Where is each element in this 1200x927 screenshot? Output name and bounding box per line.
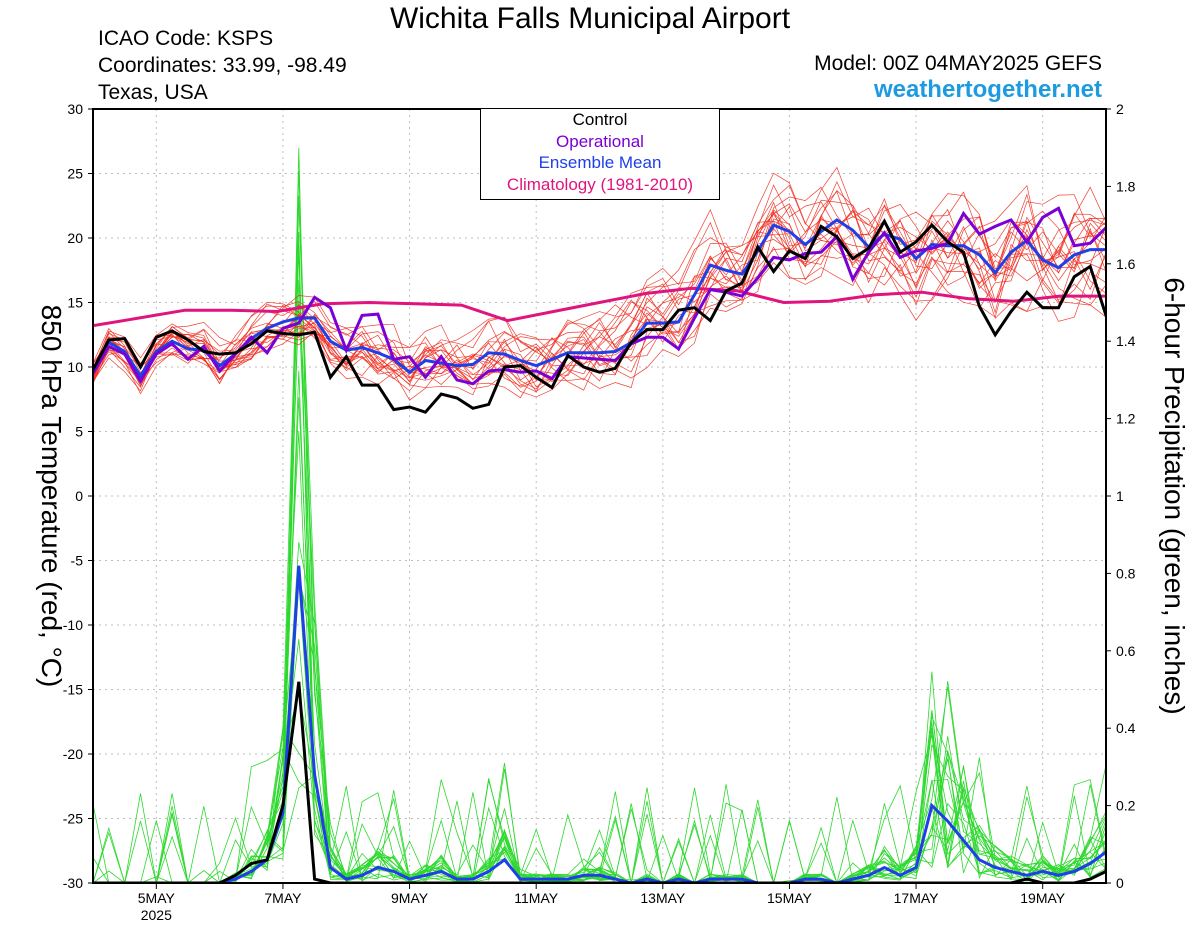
temp-member-line xyxy=(93,184,1106,398)
y2-axis-title: 6-hour Precipitation (green, inches) xyxy=(1159,277,1190,714)
precip-member-line xyxy=(93,680,1106,883)
legend-climatology: Climatology (1981-2010) xyxy=(506,174,694,194)
precip-member-line xyxy=(93,302,1106,883)
x-tick-label: 19MAY xyxy=(1020,890,1066,906)
temp-member-line xyxy=(93,190,1106,387)
precip-member-line xyxy=(93,279,1106,883)
x-tick-label: 5MAY xyxy=(138,890,176,906)
y2-tick-label: 0.6 xyxy=(1116,643,1136,659)
y2-tick-label: 0 xyxy=(1116,875,1124,891)
precip-member-line xyxy=(93,147,1106,883)
precip-member-line xyxy=(93,639,1106,883)
temp-member-line xyxy=(93,186,1106,392)
region: Texas, USA xyxy=(98,81,208,104)
precip-member-line xyxy=(93,397,1106,883)
x-tick-label: 15MAY xyxy=(767,890,813,906)
temp-member-line xyxy=(93,203,1106,388)
y-tick-label: -20 xyxy=(63,746,83,762)
y2-tick-label: 0.2 xyxy=(1116,798,1136,814)
y-axis-title: 850 hPa Temperature (red, °C) xyxy=(36,305,67,688)
temp-operational-line xyxy=(93,206,1106,386)
y2-tick-label: 1.8 xyxy=(1116,178,1136,194)
temp-member-line xyxy=(93,211,1106,389)
temp-member-line xyxy=(93,214,1106,387)
y2-tick-label: 1.6 xyxy=(1116,256,1136,272)
precip-member-line xyxy=(93,542,1106,883)
precip-member-line xyxy=(93,576,1106,883)
temp-member-line xyxy=(93,193,1106,392)
y-tick-label: 10 xyxy=(67,359,83,375)
y2-tick-label: 1 xyxy=(1116,488,1124,504)
y-tick-label: -5 xyxy=(71,553,84,569)
x-tick-label: 7MAY xyxy=(264,890,302,906)
y2-tick-label: 2 xyxy=(1116,101,1124,117)
y-tick-label: -30 xyxy=(63,875,83,891)
climatology-line xyxy=(93,286,1106,328)
precip-member-line xyxy=(93,201,1106,883)
legend-control: Control xyxy=(572,110,628,129)
y-tick-label: 0 xyxy=(75,488,83,504)
precip-member-line xyxy=(93,370,1106,883)
precip-member-line xyxy=(93,170,1106,883)
site-link[interactable]: weathertogether.net xyxy=(873,76,1102,103)
precip-member-line xyxy=(93,716,1106,883)
y-tick-label: -15 xyxy=(63,682,83,698)
x-tick-sublabel: 2025 xyxy=(141,907,172,923)
y2-tick-label: 1.2 xyxy=(1116,411,1136,427)
temp-member-line xyxy=(93,186,1106,392)
legend: Control Operational Ensemble Mean Climat… xyxy=(480,108,720,200)
x-tick-label: 11MAY xyxy=(514,890,558,906)
y2-tick-label: 0.8 xyxy=(1116,565,1136,581)
y-tick-label: 30 xyxy=(67,101,83,117)
legend-ensemble-mean: Ensemble Mean xyxy=(538,153,662,172)
temp-ensemble-mean-line xyxy=(93,218,1106,379)
temp-control-line xyxy=(93,218,1106,414)
precip-member-line xyxy=(93,248,1106,883)
x-tick-label: 13MAY xyxy=(640,890,686,906)
icao-code: ICAO Code: KSPS xyxy=(98,27,274,50)
plot-area xyxy=(93,147,1106,883)
y-tick-label: 5 xyxy=(75,424,83,440)
model-run: Model: 00Z 04MAY2025 GEFS xyxy=(814,52,1102,75)
coordinates: Coordinates: 33.99, -98.49 xyxy=(98,54,347,77)
temp-member-line xyxy=(93,181,1106,395)
y-tick-label: 25 xyxy=(67,166,83,182)
x-tick-label: 9MAY xyxy=(391,890,429,906)
x-tick-label: 17MAY xyxy=(894,890,940,906)
legend-operational: Operational xyxy=(556,131,644,151)
y2-tick-label: 1.4 xyxy=(1116,333,1136,349)
y-tick-label: 20 xyxy=(67,230,83,246)
y2-tick-label: 0.4 xyxy=(1116,720,1136,736)
y-tick-label: 15 xyxy=(67,295,83,311)
y-tick-label: -25 xyxy=(63,811,83,827)
y-tick-label: -10 xyxy=(63,617,83,633)
chart-title: Wichita Falls Municipal Airport xyxy=(389,2,791,35)
precip-member-line xyxy=(93,431,1106,883)
precip-control-line xyxy=(93,681,1106,883)
